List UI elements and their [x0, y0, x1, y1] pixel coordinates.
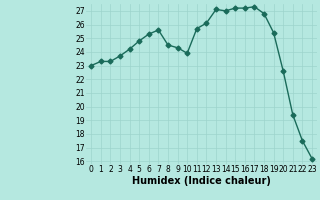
X-axis label: Humidex (Indice chaleur): Humidex (Indice chaleur)	[132, 176, 271, 186]
